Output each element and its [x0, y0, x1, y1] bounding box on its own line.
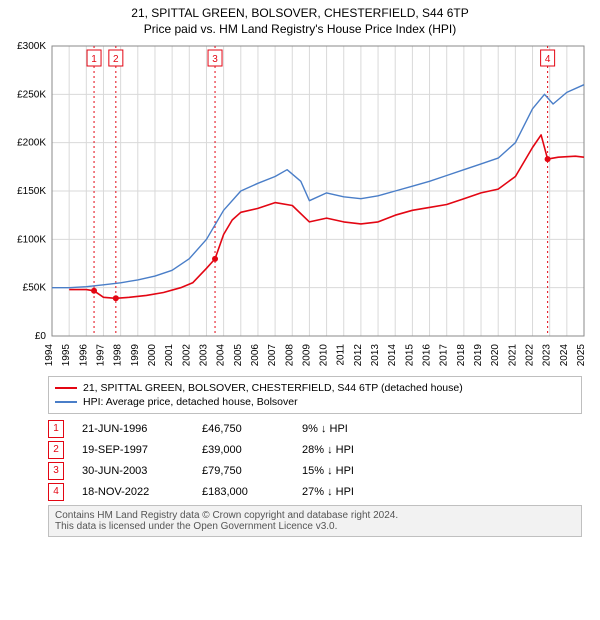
svg-text:2006: 2006 — [250, 344, 261, 367]
svg-text:2001: 2001 — [164, 344, 175, 367]
event-row: 1 21-JUN-1996 £46,750 9% ↓ HPI — [48, 420, 582, 438]
svg-text:2012: 2012 — [353, 344, 364, 367]
event-pct: 9% ↓ HPI — [302, 423, 412, 435]
svg-text:2021: 2021 — [507, 344, 518, 367]
event-marker: 2 — [48, 441, 64, 459]
event-date: 21-JUN-1996 — [82, 423, 202, 435]
svg-text:1996: 1996 — [78, 344, 89, 367]
svg-text:2010: 2010 — [319, 344, 330, 367]
legend-label: 21, SPITTAL GREEN, BOLSOVER, CHESTERFIEL… — [83, 382, 463, 394]
svg-text:1: 1 — [91, 54, 97, 65]
svg-text:2000: 2000 — [147, 344, 158, 367]
legend-swatch — [55, 387, 77, 389]
svg-text:£0: £0 — [35, 331, 47, 342]
svg-text:£100K: £100K — [17, 234, 46, 245]
svg-text:£250K: £250K — [17, 89, 46, 100]
svg-text:£200K: £200K — [17, 138, 46, 149]
legend-item: HPI: Average price, detached house, Bols… — [55, 396, 575, 408]
svg-text:2020: 2020 — [490, 344, 501, 367]
event-date: 18-NOV-2022 — [82, 486, 202, 498]
event-row: 4 18-NOV-2022 £183,000 27% ↓ HPI — [48, 483, 582, 501]
svg-text:£300K: £300K — [17, 41, 46, 52]
svg-text:2013: 2013 — [370, 344, 381, 367]
svg-text:2023: 2023 — [542, 344, 553, 367]
event-price: £183,000 — [202, 486, 302, 498]
svg-text:2007: 2007 — [267, 344, 278, 367]
event-price: £39,000 — [202, 444, 302, 456]
svg-text:1997: 1997 — [95, 344, 106, 367]
svg-text:1998: 1998 — [113, 344, 124, 367]
chart-title-address: 21, SPITTAL GREEN, BOLSOVER, CHESTERFIEL… — [8, 6, 592, 20]
price-chart: £0 £50K £100K £150K £200K £250K £300K 1994 1995 1… — [8, 40, 592, 370]
svg-text:2005: 2005 — [233, 344, 244, 367]
event-marker: 1 — [48, 420, 64, 438]
svg-text:£50K: £50K — [23, 283, 47, 294]
svg-text:2014: 2014 — [387, 344, 398, 367]
footer-attribution: Contains HM Land Registry data © Crown c… — [48, 505, 582, 537]
footer-line: Contains HM Land Registry data © Crown c… — [55, 510, 575, 521]
event-row: 3 30-JUN-2003 £79,750 15% ↓ HPI — [48, 462, 582, 480]
event-row: 2 19-SEP-1997 £39,000 28% ↓ HPI — [48, 441, 582, 459]
svg-text:1999: 1999 — [130, 344, 141, 367]
events-table: 1 21-JUN-1996 £46,750 9% ↓ HPI 2 19-SEP-… — [48, 420, 582, 501]
svg-text:1995: 1995 — [61, 344, 72, 367]
svg-text:2019: 2019 — [473, 344, 484, 367]
event-marker: 4 — [48, 483, 64, 501]
event-price: £79,750 — [202, 465, 302, 477]
svg-text:2017: 2017 — [439, 344, 450, 367]
event-pct: 15% ↓ HPI — [302, 465, 412, 477]
event-date: 30-JUN-2003 — [82, 465, 202, 477]
svg-text:2008: 2008 — [284, 344, 295, 367]
event-pct: 27% ↓ HPI — [302, 486, 412, 498]
svg-text:2025: 2025 — [576, 344, 587, 367]
svg-text:1994: 1994 — [44, 344, 55, 367]
event-date: 19-SEP-1997 — [82, 444, 202, 456]
svg-text:2: 2 — [113, 54, 119, 65]
svg-text:2011: 2011 — [336, 344, 347, 366]
svg-text:2003: 2003 — [198, 344, 209, 367]
legend-item: 21, SPITTAL GREEN, BOLSOVER, CHESTERFIEL… — [55, 382, 575, 394]
event-pct: 28% ↓ HPI — [302, 444, 412, 456]
event-marker: 3 — [48, 462, 64, 480]
legend: 21, SPITTAL GREEN, BOLSOVER, CHESTERFIEL… — [48, 376, 582, 414]
svg-text:2015: 2015 — [404, 344, 415, 367]
svg-text:2018: 2018 — [456, 344, 467, 367]
event-price: £46,750 — [202, 423, 302, 435]
svg-text:2022: 2022 — [525, 344, 536, 367]
chart-title-sub: Price paid vs. HM Land Registry's House … — [8, 22, 592, 36]
svg-text:2024: 2024 — [559, 344, 570, 367]
svg-text:2009: 2009 — [301, 344, 312, 367]
svg-text:£150K: £150K — [17, 186, 46, 197]
svg-text:2016: 2016 — [422, 344, 433, 367]
footer-line: This data is licensed under the Open Gov… — [55, 521, 575, 532]
svg-text:2002: 2002 — [181, 344, 192, 367]
svg-text:2004: 2004 — [216, 344, 227, 367]
legend-label: HPI: Average price, detached house, Bols… — [83, 396, 298, 408]
svg-text:4: 4 — [545, 54, 551, 65]
svg-text:3: 3 — [212, 54, 218, 65]
legend-swatch — [55, 401, 77, 403]
